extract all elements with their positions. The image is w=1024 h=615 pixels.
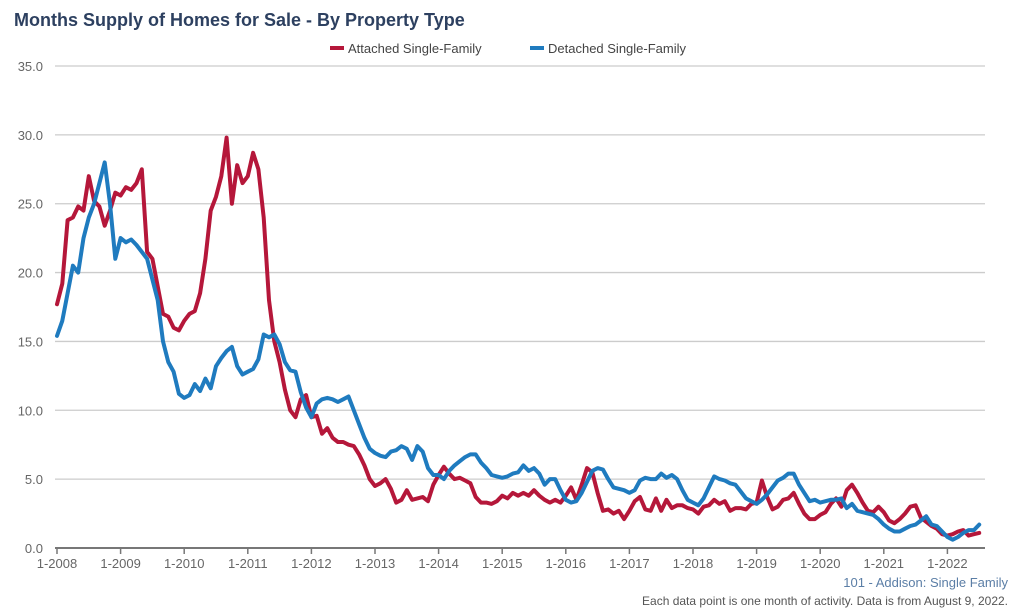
x-tick-label: 1-2018 bbox=[673, 556, 713, 571]
source-label: 101 - Addison: Single Family bbox=[843, 575, 1008, 590]
x-tick-label: 1-2011 bbox=[228, 556, 268, 571]
x-tick-label: 1-2008 bbox=[37, 556, 77, 571]
y-tick-label: 0.0 bbox=[25, 541, 43, 556]
y-tick-label: 5.0 bbox=[25, 472, 43, 487]
chart-title: Months Supply of Homes for Sale - By Pro… bbox=[14, 10, 465, 30]
y-tick-label: 20.0 bbox=[18, 266, 43, 281]
y-tick-label: 10.0 bbox=[18, 403, 43, 418]
y-tick-label: 35.0 bbox=[18, 59, 43, 74]
x-tick-label: 1-2015 bbox=[482, 556, 522, 571]
x-tick-label: 1-2012 bbox=[291, 556, 331, 571]
x-tick-label: 1-2021 bbox=[864, 556, 904, 571]
series-line-attached bbox=[55, 135, 982, 538]
x-tick-label: 1-2019 bbox=[736, 556, 776, 571]
x-tick-label: 1-2017 bbox=[609, 556, 649, 571]
legend-label: Attached Single-Family bbox=[348, 41, 482, 56]
x-tick-label: 1-2014 bbox=[418, 556, 458, 571]
y-tick-label: 25.0 bbox=[18, 197, 43, 212]
x-tick-label: 1-2009 bbox=[100, 556, 140, 571]
footnote: Each data point is one month of activity… bbox=[642, 594, 1008, 608]
x-tick-label: 1-2020 bbox=[800, 556, 840, 571]
x-tick-label: 1-2016 bbox=[546, 556, 586, 571]
y-tick-label: 30.0 bbox=[18, 128, 43, 143]
x-tick-label: 1-2022 bbox=[927, 556, 967, 571]
series-line-detached bbox=[55, 160, 982, 542]
y-tick-label: 15.0 bbox=[18, 334, 43, 349]
x-tick-label: 1-2010 bbox=[164, 556, 204, 571]
x-tick-label: 1-2013 bbox=[355, 556, 395, 571]
legend-label: Detached Single-Family bbox=[548, 41, 687, 56]
